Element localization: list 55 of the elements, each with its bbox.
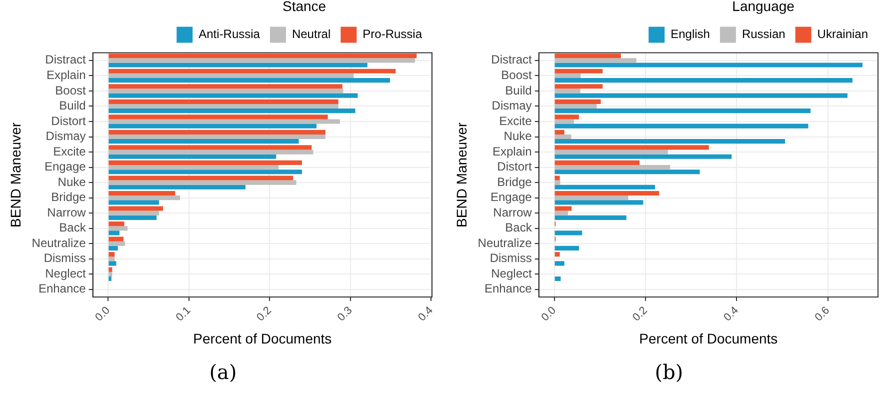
y-tick-label: Neglect xyxy=(45,266,86,280)
y-tick-label: Engage xyxy=(490,190,532,204)
y-tick-label: Enhance xyxy=(484,282,532,296)
y-tick-label: Excite xyxy=(499,114,532,128)
x-tick-label: 0.4 xyxy=(416,304,436,324)
legend-title: Stance xyxy=(282,0,326,14)
y-tick-label: Dismiss xyxy=(490,251,532,266)
legend-label: Anti-Russia xyxy=(198,27,260,42)
y-tick-label: Dismay xyxy=(492,98,532,113)
y-tick-label: Dismiss xyxy=(44,251,86,266)
legend-label: Neutral xyxy=(292,27,331,42)
x-tick-label: 0.4 xyxy=(722,304,741,324)
y-axis-title: BEND Maneuver xyxy=(7,122,24,228)
legend-label: English xyxy=(670,27,710,42)
x-tick-label: 0.3 xyxy=(335,304,355,324)
y-tick-label: Distort xyxy=(497,160,532,174)
y-tick-label: Build xyxy=(59,98,86,113)
y-tick-label: Build xyxy=(505,83,532,98)
x-axis-title: Percent of Documents xyxy=(193,330,332,346)
x-tick-label: 0.0 xyxy=(539,304,559,324)
x-axis-title: Percent of Documents xyxy=(639,330,778,346)
y-tick-label: Narrow xyxy=(493,205,532,220)
y-tick-label: Neglect xyxy=(491,266,532,280)
y-tick-label: Dismay xyxy=(46,129,86,144)
y-tick-label: Enhance xyxy=(38,282,86,296)
y-tick-label: Neutralize xyxy=(32,236,86,250)
y-tick-label: Distract xyxy=(491,52,532,67)
x-tick-label: 0.6 xyxy=(812,304,832,324)
y-tick-label: Boost xyxy=(55,83,86,98)
y-tick-label: Nuke xyxy=(504,129,532,144)
x-tick-label: 0.2 xyxy=(254,304,274,324)
y-tick-label: Narrow xyxy=(47,205,86,220)
text: (b) xyxy=(654,360,684,384)
y-tick-label: Bridge xyxy=(51,190,86,204)
y-tick-label: Back xyxy=(59,220,87,235)
y-tick-label: Distort xyxy=(51,114,86,128)
x-tick-label: 0.0 xyxy=(93,304,112,324)
y-tick-label: Bridge xyxy=(497,174,532,189)
legend-label: Pro-Russia xyxy=(362,27,422,42)
y-tick-label: Explain xyxy=(46,68,86,82)
y-tick-label: Engage xyxy=(44,160,86,174)
legend-label: Ukrainian xyxy=(817,27,868,42)
y-tick-label: Excite xyxy=(53,144,86,158)
y-tick-label: Back xyxy=(505,220,533,235)
legend-label: Russian xyxy=(742,27,786,42)
x-tick-label: 0.1 xyxy=(174,304,194,324)
legend-title: Language xyxy=(732,0,795,14)
x-tick-label: 0.2 xyxy=(630,304,650,324)
y-axis-title: BEND Maneuver xyxy=(453,122,470,228)
y-tick-label: Nuke xyxy=(58,174,86,189)
y-tick-label: Explain xyxy=(492,144,532,158)
y-tick-label: Distract xyxy=(45,52,86,67)
y-tick-label: Boost xyxy=(501,68,532,82)
text: (a) xyxy=(208,360,238,384)
y-tick-label: Neutralize xyxy=(478,236,532,250)
